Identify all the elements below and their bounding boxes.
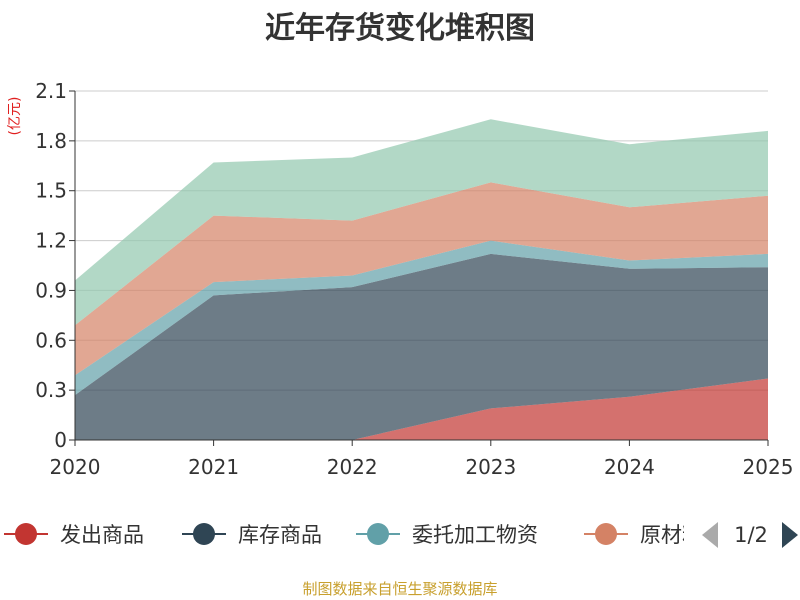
area-series-4 [75,119,768,326]
y-tick-label: 0.9 [35,278,67,302]
legend-next-page-icon[interactable] [782,522,798,548]
x-tick-label: 2025 [743,455,794,479]
y-tick-label: 1.5 [35,179,67,203]
legend-page-indicator: 1/2 [734,523,768,547]
y-tick-label: 0.3 [35,378,67,402]
area-series-group [75,119,768,440]
axes: 0 0.3 0.6 0.9 1.2 1.5 1.8 2.1 2020 2021 2022 2023 20… [35,79,793,479]
x-tick-label: 2023 [465,455,516,479]
source-note: 制图数据来自恒生聚源数据库 [302,580,497,598]
legend-prev-page-icon[interactable] [702,522,718,548]
legend-item[interactable]: 库存商品 [182,523,322,547]
legend-item[interactable]: 发出商品 [4,523,144,547]
x-tick-label: 2020 [50,455,101,479]
x-tick-label: 2022 [327,455,378,479]
legend: 发出商品 库存商品 委托加工物资 原材料 1/2 [4,522,798,548]
x-tick-label: 2021 [188,455,239,479]
legend-marker [193,523,215,545]
y-axis-unit-label: (亿元) [7,97,23,136]
area-series-0 [75,378,768,440]
legend-item[interactable]: 原材料 [584,523,703,547]
y-tick-label: 1.2 [35,229,67,253]
legend-label: 原材料 [640,523,703,547]
area-series-3 [75,182,768,376]
legend-marker [595,523,617,545]
legend-label: 库存商品 [238,523,322,547]
y-tick-label: 0.6 [35,328,67,352]
y-tick-label: 2.1 [35,79,67,103]
y-tick-label: 0 [54,428,67,452]
area-series-1 [75,253,768,440]
legend-marker [15,523,37,545]
x-tick-label: 2024 [604,455,655,479]
legend-label: 委托加工物资 [412,523,538,547]
chart-title: 近年存货变化堆积图 [265,11,535,46]
legend-label: 发出商品 [60,523,144,547]
legend-marker [367,523,389,545]
legend-item[interactable]: 委托加工物资 [356,523,538,547]
y-tick-label: 1.8 [35,129,67,153]
legend-items: 发出商品 库存商品 委托加工物资 原材料 [4,523,703,547]
